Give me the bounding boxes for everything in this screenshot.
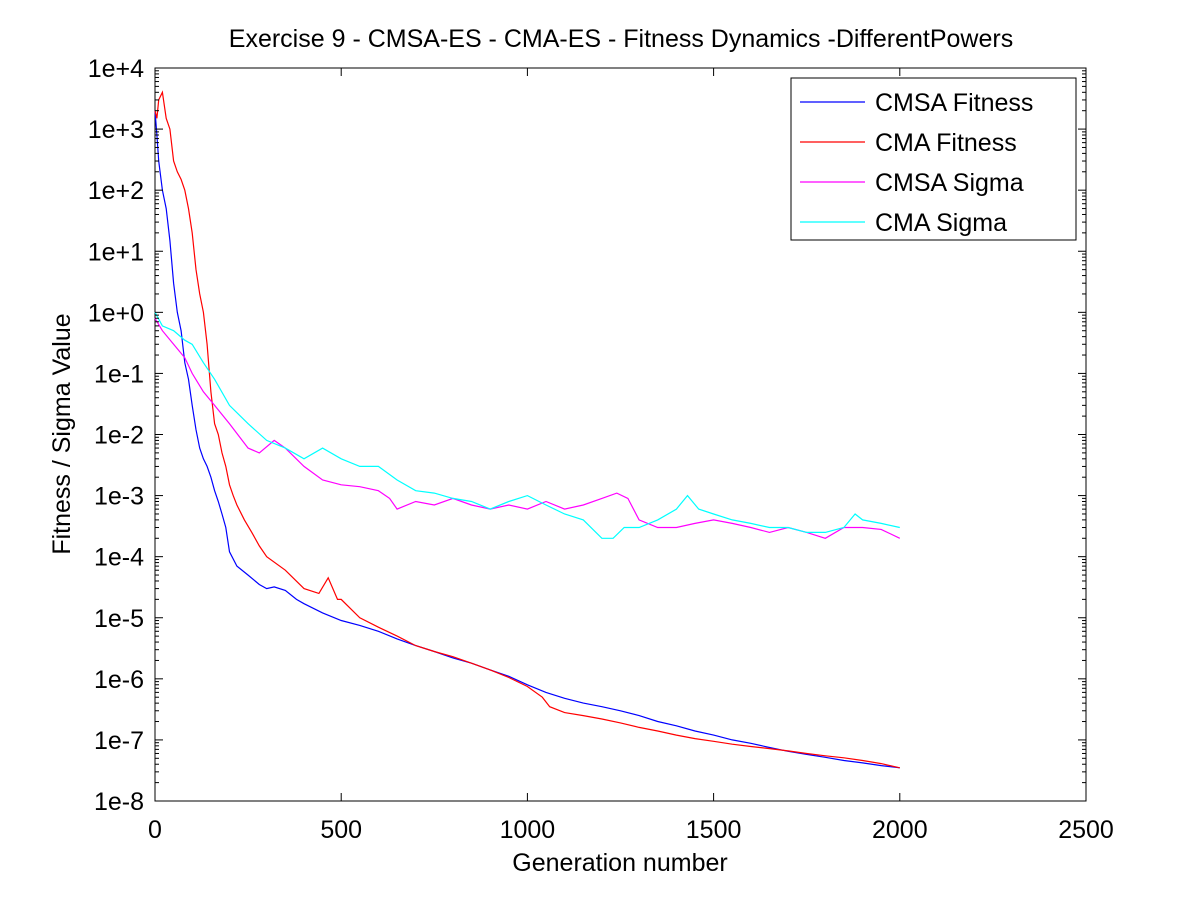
y-tick-label: 1e-8 — [94, 788, 144, 816]
series-group — [154, 90, 901, 769]
series-line-0 — [154, 110, 900, 769]
legend-label-0: CMSA Fitness — [875, 89, 1033, 117]
legend-label-1: CMA Fitness — [875, 129, 1017, 157]
y-tick-label: 1e-7 — [94, 727, 144, 755]
ticks-group: 0 500 1000 1500 2000 2500 1e-8 1e-7 1e-6 1e-5 1e-4… — [88, 55, 1114, 844]
x-tick-label: 1000 — [500, 816, 556, 844]
y-tick-label: 1e-2 — [94, 422, 144, 450]
y-axis-label: Fitness / Sigma Value — [48, 313, 76, 554]
legend: CMSA Fitness CMA Fitness CMSA Sigma CMA Sig… — [790, 77, 1077, 241]
legend-label-3: CMA Sigma — [875, 209, 1007, 237]
series-line-1 — [154, 90, 900, 769]
y-tick-label: 1e+2 — [88, 177, 144, 205]
y-tick-label: 1e+3 — [88, 116, 144, 144]
x-tick-label: 2500 — [1058, 816, 1114, 844]
legend-label-2: CMSA Sigma — [875, 169, 1024, 197]
y-tick-label: 1e-6 — [94, 666, 144, 694]
y-tick-label: 1e-3 — [94, 483, 144, 511]
series-line-3 — [154, 312, 900, 539]
x-tick-label: 500 — [320, 816, 362, 844]
y-tick-label: 1e-4 — [94, 544, 144, 572]
y-tick-label: 1e-1 — [94, 360, 144, 388]
y-tick-label: 1e+1 — [88, 238, 144, 266]
x-tick-label: 0 — [148, 816, 162, 844]
chart-title: Exercise 9 - CMSA-ES - CMA-ES - Fitness … — [229, 25, 1013, 53]
y-tick-label: 1e-5 — [94, 605, 144, 633]
x-tick-label: 1500 — [686, 816, 742, 844]
y-tick-label: 1e+0 — [88, 299, 144, 327]
x-tick-label: 2000 — [872, 816, 928, 844]
y-tick-label: 1e+4 — [88, 55, 144, 83]
legend-box — [790, 77, 1077, 241]
x-axis-label: Generation number — [512, 849, 727, 877]
